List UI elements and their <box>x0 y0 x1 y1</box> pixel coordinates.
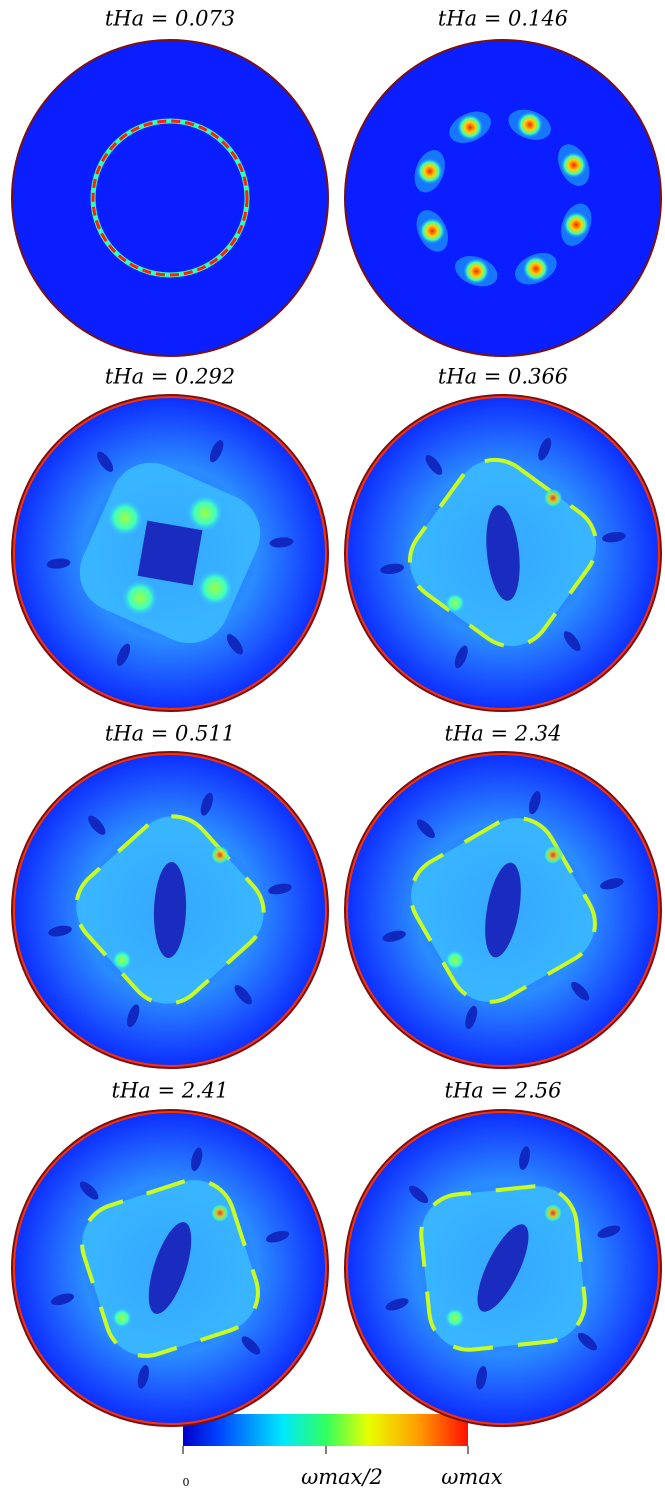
panel-title: tHa = 0.146 <box>438 7 568 31</box>
panel: tHa = 0.366 <box>344 365 662 712</box>
swirl <box>382 930 406 942</box>
panel-title: tHa = 2.41 <box>112 1079 229 1103</box>
swirl <box>226 634 243 655</box>
swirl <box>600 878 624 890</box>
swirl <box>528 791 541 815</box>
rim <box>13 753 327 1067</box>
colorbar-label: 0 <box>183 1476 190 1489</box>
swirl <box>577 1332 598 1351</box>
vortex <box>197 570 233 606</box>
vortex <box>445 593 465 613</box>
panel-title: tHa = 0.511 <box>105 722 235 746</box>
swirl <box>601 531 626 543</box>
swirl <box>425 454 443 475</box>
colorbar <box>183 1414 468 1446</box>
swirl <box>571 981 590 1001</box>
panel: tHa = 0.146 <box>344 7 662 357</box>
rim <box>13 396 327 710</box>
vortex <box>112 950 132 970</box>
swirl <box>538 437 552 461</box>
core <box>153 862 187 958</box>
swirl <box>385 1298 409 1311</box>
panel-title: tHa = 0.073 <box>105 7 235 31</box>
panel: tHa = 0.073 <box>11 7 329 357</box>
vortex <box>543 1203 563 1223</box>
colorbar-label: ωmax <box>441 1465 503 1489</box>
swirl <box>200 792 213 816</box>
rim <box>13 1111 327 1425</box>
vortex <box>445 1308 465 1328</box>
rim <box>346 753 660 1067</box>
panel-title: tHa = 0.366 <box>438 365 568 389</box>
vortex <box>419 217 446 244</box>
vortex <box>445 950 465 970</box>
vortex <box>210 845 230 865</box>
panel-title: tHa = 2.34 <box>445 722 562 746</box>
vortex <box>563 211 590 238</box>
swirl <box>454 645 468 669</box>
panel: tHa = 2.56 <box>344 1079 662 1427</box>
inner <box>448 143 558 253</box>
vortex <box>416 158 443 185</box>
swirl <box>50 1293 75 1306</box>
vortex <box>187 495 223 531</box>
swirl <box>48 925 72 937</box>
swirl <box>137 1365 149 1389</box>
swirl <box>127 1004 140 1028</box>
swirl <box>465 1005 478 1029</box>
shear-layer <box>419 1184 587 1352</box>
rim <box>346 396 660 710</box>
vortex <box>122 580 158 616</box>
swirl <box>46 558 71 569</box>
vortex <box>107 500 143 536</box>
panel: tHa = 0.511 <box>11 722 329 1069</box>
swirl <box>234 985 252 1005</box>
swirl <box>79 1181 99 1200</box>
core <box>477 1224 529 1312</box>
core <box>485 862 521 958</box>
vortex <box>543 845 563 865</box>
swirl <box>241 1336 261 1355</box>
panel: tHa = 2.34 <box>344 722 662 1069</box>
vortex <box>457 114 484 141</box>
vortex <box>112 1308 132 1328</box>
swirl <box>597 1225 621 1238</box>
vortex <box>516 111 543 138</box>
vortex <box>522 255 549 282</box>
swirl <box>408 1185 429 1204</box>
vortex <box>210 1203 230 1223</box>
panel-title: tHa = 0.292 <box>105 365 235 389</box>
swirl <box>563 631 581 652</box>
swirl <box>380 563 405 575</box>
rim <box>346 1111 660 1425</box>
swirl <box>269 537 294 548</box>
swirl <box>209 440 224 463</box>
core <box>486 505 520 601</box>
shear-layer <box>409 816 597 1004</box>
swirl <box>519 1146 530 1170</box>
swirl <box>88 815 106 835</box>
core <box>148 1222 192 1314</box>
disk <box>11 39 329 357</box>
panel-title: tHa = 2.56 <box>445 1079 562 1103</box>
panel: tHa = 2.41 <box>11 1079 329 1427</box>
vortex <box>543 488 563 508</box>
colorbar-label: ωmax/2 <box>301 1465 383 1489</box>
vortex <box>560 152 587 179</box>
vortex <box>463 258 490 285</box>
swirl <box>265 1230 290 1243</box>
core <box>137 520 203 586</box>
swirl <box>476 1366 487 1390</box>
swirl <box>268 883 292 895</box>
shear-layer <box>80 1178 260 1358</box>
swirl <box>116 643 131 666</box>
swirl <box>191 1147 203 1171</box>
vortex-ring <box>91 119 249 277</box>
swirl <box>97 451 114 472</box>
swirl <box>416 819 435 839</box>
panel: tHa = 0.292 <box>11 365 329 712</box>
